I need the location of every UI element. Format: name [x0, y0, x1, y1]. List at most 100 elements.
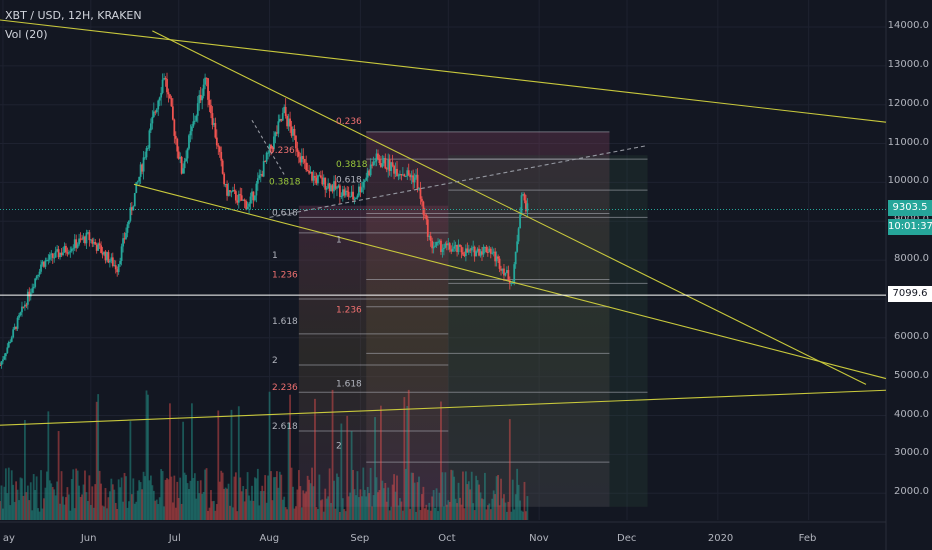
candle-body	[319, 175, 322, 178]
candle-body	[136, 181, 139, 183]
candle-body	[277, 121, 280, 134]
volume-bar	[525, 511, 527, 520]
volume-bar	[211, 501, 214, 520]
candle-body	[133, 192, 136, 207]
x-tick-label: ay	[2, 533, 15, 544]
candle-body	[142, 157, 145, 172]
fib-label: 0.236	[336, 117, 362, 127]
candle-body	[341, 189, 344, 197]
candle-body	[434, 245, 437, 247]
volume-bar	[37, 508, 39, 520]
volume-indicator-label[interactable]: Vol (20)	[5, 28, 48, 41]
candle-body	[141, 164, 144, 172]
fib-label: 0.618	[272, 208, 298, 218]
candle-body	[22, 306, 25, 308]
volume-bar	[185, 474, 187, 520]
candle-body	[346, 190, 349, 192]
candle-body	[248, 203, 250, 207]
volume-bar	[234, 472, 237, 520]
volume-bar	[116, 508, 119, 520]
volume-bar	[176, 481, 179, 520]
volume-bar	[89, 504, 92, 520]
volume-bar	[296, 489, 299, 520]
trendline-dashed	[269, 144, 648, 218]
candle-body	[149, 123, 152, 131]
candle-body	[119, 260, 122, 265]
volume-bar	[239, 477, 242, 520]
volume-bar	[2, 508, 4, 520]
volume-bar	[469, 489, 472, 520]
volume-bar	[25, 492, 28, 520]
candle-body	[508, 280, 511, 284]
volume-bar	[207, 510, 209, 520]
volume-bar	[268, 391, 271, 520]
volume-bar	[308, 479, 311, 520]
volume-bar	[95, 401, 98, 520]
candle-body	[503, 268, 505, 276]
candle-body	[409, 174, 412, 178]
volume-bar	[148, 480, 151, 520]
fib-label: 0.3818	[269, 177, 301, 187]
candle-body	[87, 232, 89, 234]
fib-label: 1.236	[336, 305, 362, 315]
candle-body	[400, 174, 403, 176]
countdown-tag: 10:01:37	[888, 219, 932, 235]
volume-bar	[353, 489, 356, 520]
volume-bar	[327, 496, 330, 520]
volume-bar	[485, 509, 488, 520]
volume-bar	[50, 483, 53, 520]
candle-body	[182, 168, 185, 174]
volume-bar	[289, 394, 291, 520]
candle-body	[340, 196, 343, 198]
candle-body	[484, 247, 486, 249]
volume-bar	[497, 474, 499, 520]
candle-body	[151, 116, 154, 124]
candle-body	[41, 261, 44, 265]
x-tick-label: Sep	[350, 533, 370, 544]
candle-body	[513, 264, 516, 283]
volume-bar	[15, 481, 18, 520]
y-tick-label: 12000.0	[887, 97, 929, 109]
candle-body	[485, 247, 488, 253]
candle-body	[135, 182, 138, 193]
candle-body	[154, 111, 157, 113]
volume-bar	[472, 503, 475, 520]
candle-body	[199, 94, 202, 101]
volume-bar	[284, 507, 287, 520]
volume-bar	[54, 495, 57, 520]
x-tick-label: Nov	[529, 533, 549, 544]
volume-bar	[397, 505, 400, 520]
volume-bar	[299, 486, 302, 520]
volume-bar	[76, 470, 79, 520]
candle-body	[447, 243, 450, 246]
candle-body	[249, 196, 252, 204]
candle-body	[523, 194, 526, 201]
volume-bar	[126, 507, 129, 520]
volume-bar	[22, 495, 25, 520]
volume-bar	[380, 405, 382, 520]
candle-body	[50, 253, 53, 255]
volume-bar	[130, 494, 133, 520]
volume-bar	[355, 495, 357, 520]
candle-body	[381, 163, 384, 167]
candle-body	[407, 170, 410, 175]
volume-bar	[322, 511, 325, 520]
symbol-title[interactable]: XBT / USD, 12H, KRAKEN	[5, 9, 142, 22]
volume-bar	[302, 490, 305, 520]
volume-bar	[92, 507, 95, 520]
volume-bar	[350, 431, 353, 520]
candle-body	[63, 245, 66, 253]
candle-body	[3, 356, 6, 360]
candle-body	[482, 247, 485, 255]
volume-bar	[470, 471, 473, 520]
candle-body	[380, 163, 382, 167]
volume-bar	[65, 497, 67, 520]
candle-body	[497, 256, 499, 259]
candle-body	[362, 181, 365, 188]
volume-bar	[475, 475, 478, 520]
volume-bar	[75, 468, 78, 520]
volume-bar	[444, 472, 447, 520]
volume-bar	[508, 419, 511, 520]
candle-body	[6, 347, 9, 354]
